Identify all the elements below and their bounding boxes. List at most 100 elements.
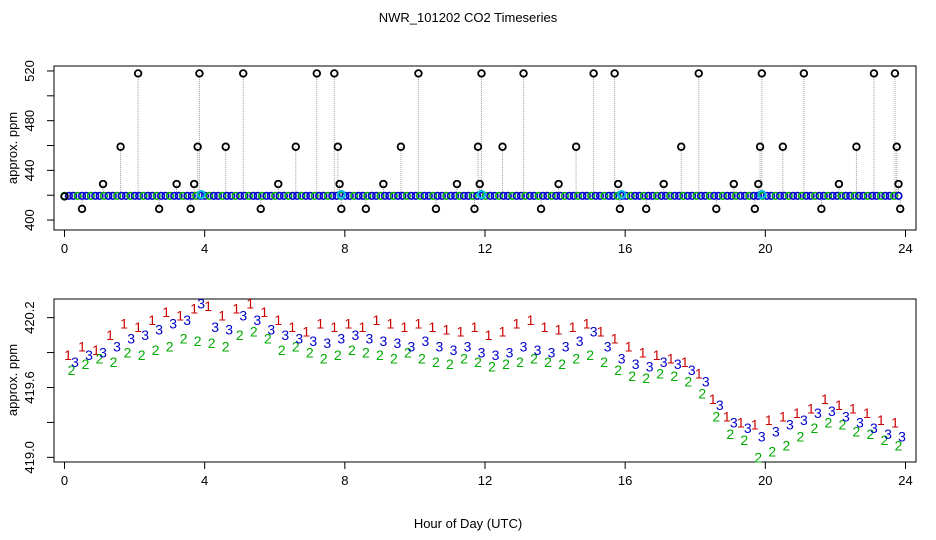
top-data-point — [589, 69, 598, 78]
bottom-series-1-point: 1 — [401, 319, 409, 335]
bottom-series-3-point: 3 — [520, 339, 528, 355]
top-data-point — [613, 179, 623, 189]
top-baseline-point — [771, 191, 780, 200]
bottom-series-3-point: 3 — [800, 412, 808, 428]
top-baseline-point — [802, 191, 811, 200]
bottom-series-2-point: 2 — [124, 345, 132, 361]
top-baseline-point — [661, 191, 670, 200]
top-baseline-point — [556, 191, 565, 200]
top-baseline-point — [591, 191, 600, 200]
bottom-series-2-point: 2 — [460, 350, 468, 366]
top-baseline-point — [810, 191, 820, 200]
bottom-series-1-point: 1 — [639, 345, 647, 361]
top-baseline-point — [648, 191, 657, 200]
bottom-x-tick-label: 8 — [341, 473, 348, 488]
top-data-point — [799, 69, 809, 78]
top-baseline-point — [552, 191, 561, 200]
top-baseline-point — [494, 191, 504, 200]
bottom-x-tick-label: 24 — [898, 473, 912, 488]
top-data-point — [274, 179, 283, 189]
bottom-series-1-point: 1 — [274, 312, 282, 328]
bottom-series-3-point: 3 — [141, 327, 149, 343]
top-baseline-point — [165, 191, 174, 200]
top-baseline-point — [573, 191, 583, 200]
bottom-series-1-point: 1 — [260, 304, 268, 320]
top-baseline-point — [222, 191, 232, 200]
bottom-series-2-point: 2 — [404, 345, 412, 361]
top-data-point — [615, 204, 625, 214]
bottom-series-1-point: 1 — [513, 315, 521, 331]
bottom-series-3-point: 3 — [506, 345, 514, 361]
bottom-series-1-point: 1 — [344, 315, 352, 331]
top-baseline-point — [433, 191, 442, 200]
top-baseline-point — [775, 191, 785, 200]
top-baseline-point — [99, 191, 109, 200]
top-cycle-marker — [336, 189, 346, 200]
bottom-series-1-point: 1 — [190, 300, 198, 316]
top-baseline-point — [284, 191, 293, 200]
bottom-series-1-point: 1 — [555, 321, 563, 337]
bottom-series-2-point: 2 — [516, 354, 524, 370]
bottom-series-3-point: 3 — [534, 342, 542, 358]
bottom-series-3-point: 3 — [884, 426, 892, 442]
top-data-point — [470, 204, 479, 214]
bottom-series-2-point: 2 — [250, 324, 258, 340]
bottom-series-2-point: 2 — [166, 339, 174, 355]
top-baseline-point — [297, 191, 306, 200]
bottom-series-3-point: 3 — [632, 356, 640, 372]
top-x-tick-label: 20 — [758, 241, 772, 256]
top-baseline-point — [266, 191, 275, 200]
bottom-series-3-point: 3 — [281, 327, 289, 343]
top-baseline-point — [824, 191, 833, 200]
top-baseline-point — [323, 191, 332, 200]
bottom-series-1-point: 1 — [611, 331, 619, 347]
top-baseline-point — [411, 191, 420, 200]
top-data-point — [396, 142, 406, 151]
bottom-series-2-point: 2 — [698, 385, 706, 401]
top-baseline-point — [108, 191, 117, 200]
top-baseline-point — [231, 191, 240, 200]
bottom-series-3-point: 3 — [478, 345, 486, 361]
top-baseline-point — [415, 191, 425, 200]
bottom-series-1-point: 1 — [176, 307, 184, 323]
top-baseline-point — [363, 191, 372, 200]
top-baseline-point — [459, 191, 469, 200]
bottom-series-3-point: 3 — [253, 312, 261, 328]
top-baseline-point — [350, 191, 359, 200]
bottom-series-2-point: 2 — [530, 350, 538, 366]
top-baseline-point — [345, 191, 354, 200]
bottom-series-2-point: 2 — [810, 420, 818, 436]
bottom-series-1-point: 1 — [316, 315, 324, 331]
top-baseline-point — [170, 191, 179, 200]
bottom-series-2-point: 2 — [544, 354, 552, 370]
bottom-series-2-point: 2 — [348, 342, 356, 358]
top-baseline-point — [600, 191, 609, 200]
bottom-series-1-point: 1 — [106, 327, 114, 343]
bottom-data-marks: 11 111 1 11 1 1 11 1 111 1 11 1 1 1 1 1 1 1 1 1 1 11 11 1 1 1 1 11 1… — [64, 296, 906, 466]
top-data-point — [475, 179, 484, 189]
bottom-series-1-point: 1 — [681, 354, 689, 370]
bottom-series-1-point: 1 — [499, 324, 507, 340]
bottom-series-3-point: 3 — [464, 339, 472, 355]
top-baseline-point — [214, 191, 223, 200]
bottom-series-1-point: 1 — [92, 342, 100, 358]
top-data-point — [221, 142, 230, 151]
top-data-point — [193, 142, 202, 151]
top-data-point — [98, 179, 108, 189]
bottom-series-1-point: 1 — [64, 347, 72, 363]
bottom-series-3-point: 3 — [576, 333, 584, 349]
bottom-series-2-point: 2 — [292, 339, 300, 355]
top-baseline-point — [789, 191, 798, 200]
top-baseline-point — [314, 191, 324, 200]
bottom-series-2-point: 2 — [194, 333, 202, 349]
bottom-series-3-point: 3 — [604, 339, 612, 355]
top-baseline-point — [91, 191, 100, 200]
top-data-point — [641, 204, 651, 214]
bottom-series-1-point: 1 — [443, 321, 451, 337]
bottom-series-1-point: 1 — [429, 319, 437, 335]
bottom-series-3-point: 3 — [828, 403, 836, 419]
top-data-point — [729, 179, 738, 189]
top-baseline-point — [332, 191, 341, 200]
top-baseline-point — [187, 191, 196, 200]
bottom-series-1-point: 1 — [891, 414, 899, 430]
